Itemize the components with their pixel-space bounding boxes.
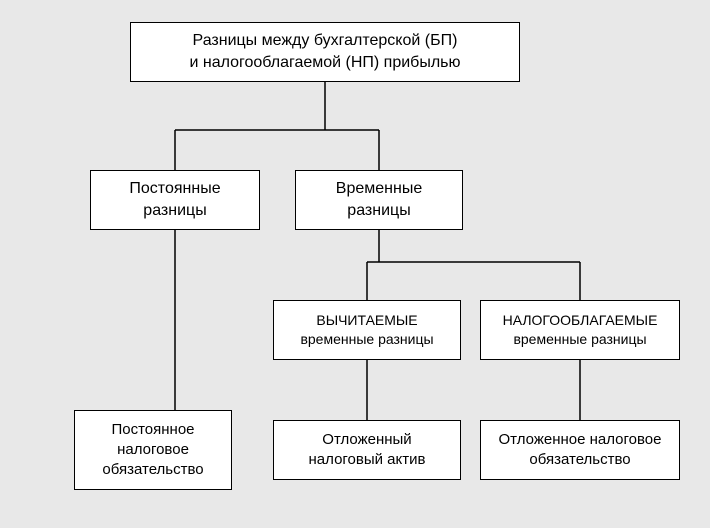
node-permanent-tax-obligation: Постоянноеналоговоеобязательство xyxy=(74,410,232,490)
node-temporary-differences: Временныеразницы xyxy=(295,170,463,230)
node-dta-label: Отложенныйналоговый актив xyxy=(309,430,426,471)
node-deferred-tax-asset: Отложенныйналоговый актив xyxy=(273,420,461,480)
node-ded-label: ВЫЧИТАЕМЫЕвременные разницы xyxy=(300,311,433,349)
node-taxable-temp: НАЛОГООБЛАГАЕМЫЕвременные разницы xyxy=(480,300,680,360)
node-root: Разницы между бухгалтерской (БП)и налого… xyxy=(130,22,520,82)
node-temp-label: Временныеразницы xyxy=(336,178,422,221)
node-tax-label: НАЛОГООБЛАГАЕМЫЕвременные разницы xyxy=(503,311,658,349)
node-deferred-tax-liability: Отложенное налоговоеобязательство xyxy=(480,420,680,480)
node-deductible-temp: ВЫЧИТАЕМЫЕвременные разницы xyxy=(273,300,461,360)
node-permob-label: Постоянноеналоговоеобязательство xyxy=(102,420,203,481)
node-permanent-differences: Постоянныеразницы xyxy=(90,170,260,230)
node-dtl-label: Отложенное налоговоеобязательство xyxy=(499,430,662,471)
node-perm-label: Постоянныеразницы xyxy=(129,178,220,221)
node-root-label: Разницы между бухгалтерской (БП)и налого… xyxy=(189,30,460,73)
